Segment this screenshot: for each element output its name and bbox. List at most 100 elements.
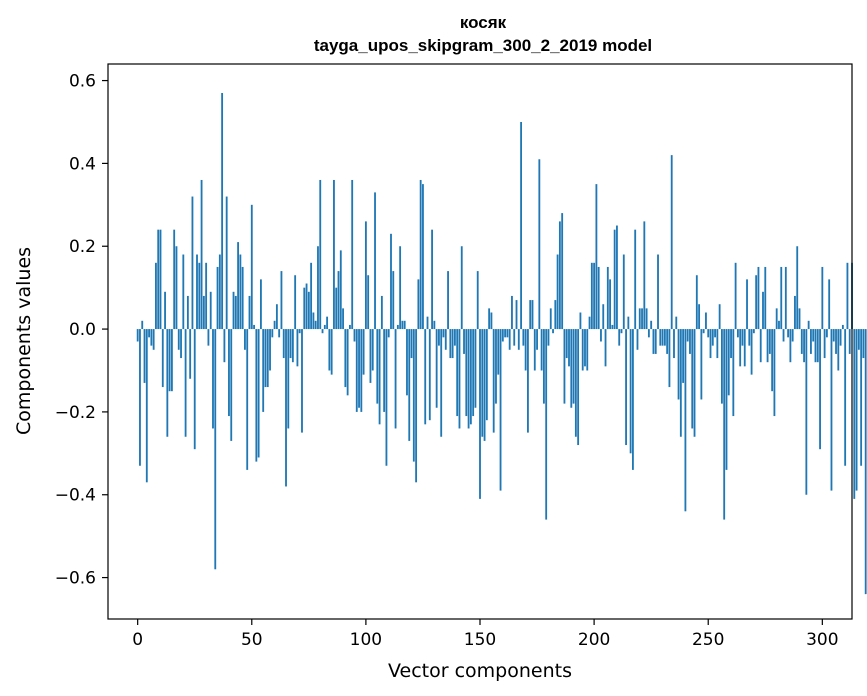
bar: [563, 329, 566, 404]
bar: [278, 329, 281, 338]
bar: [841, 324, 844, 330]
bar: [597, 266, 600, 330]
bar: [483, 329, 486, 441]
bar: [846, 262, 849, 330]
bar: [748, 329, 751, 346]
bar: [189, 329, 192, 379]
bar: [463, 329, 465, 354]
bar: [638, 308, 641, 330]
y-tick-label: −0.4: [55, 486, 96, 506]
bar: [501, 329, 504, 342]
bar: [677, 329, 680, 400]
bar: [403, 320, 406, 330]
bar: [205, 262, 208, 330]
bar: [645, 308, 648, 330]
bar: [778, 320, 780, 330]
bar: [291, 329, 294, 363]
bar: [803, 329, 805, 363]
bar: [707, 329, 710, 338]
bar: [490, 312, 493, 330]
bar: [387, 329, 390, 338]
bar: [515, 300, 518, 330]
bar: [212, 329, 214, 429]
bar: [684, 329, 687, 512]
bar: [358, 329, 360, 408]
bar: [337, 271, 340, 330]
bar: [319, 179, 322, 330]
bar: [159, 229, 162, 330]
bar: [702, 329, 705, 334]
bar: [321, 329, 324, 334]
bar: [444, 329, 447, 350]
bar: [230, 329, 233, 441]
bar: [246, 329, 249, 470]
bar: [150, 329, 153, 346]
bar: [200, 179, 203, 330]
bar: [844, 329, 847, 466]
bar: [307, 291, 310, 330]
bar: [184, 329, 187, 437]
bar: [771, 329, 774, 392]
bar: [782, 329, 785, 342]
bar: [675, 316, 678, 330]
bar: [759, 329, 762, 363]
bar: [700, 329, 703, 400]
bar: [538, 159, 541, 330]
bar: [796, 246, 799, 330]
bar: [196, 254, 198, 330]
bar: [310, 262, 313, 330]
bar: [232, 291, 235, 330]
bar: [412, 329, 415, 462]
bar: [750, 329, 753, 375]
bar: [732, 329, 735, 417]
x-axis-label: Vector components: [388, 660, 572, 682]
bar: [611, 324, 614, 330]
bar: [145, 329, 148, 483]
bar: [330, 329, 333, 375]
bar: [435, 329, 438, 408]
bar: [752, 329, 755, 334]
bar: [775, 308, 778, 330]
bar: [654, 329, 657, 354]
bar: [456, 329, 459, 417]
bar: [264, 329, 267, 388]
bar: [164, 291, 166, 330]
bar: [218, 254, 221, 330]
bar: [511, 295, 513, 330]
bar: [339, 250, 342, 330]
bar: [266, 329, 269, 388]
bar: [595, 184, 598, 330]
x-tick-label: 100: [350, 630, 382, 650]
bar: [168, 329, 171, 392]
bar: [705, 312, 707, 330]
bar: [342, 308, 344, 330]
bar: [636, 329, 639, 350]
bar: [148, 329, 150, 338]
bar: [415, 329, 418, 483]
bar: [296, 329, 299, 367]
bar: [303, 287, 306, 330]
bar: [736, 329, 739, 338]
bar: [800, 329, 803, 354]
x-tick-label: 250: [692, 630, 724, 650]
bar: [547, 329, 550, 346]
bar: [508, 329, 511, 350]
bar: [721, 329, 723, 404]
x-tick-label: 0: [132, 630, 143, 650]
bar: [485, 329, 488, 421]
bar: [652, 329, 655, 354]
bar: [143, 329, 146, 383]
bar: [730, 329, 732, 359]
bar: [757, 266, 760, 330]
bar: [686, 329, 689, 342]
bar: [374, 192, 376, 330]
bar: [604, 329, 607, 367]
bar: [663, 329, 666, 346]
bar: [335, 287, 338, 330]
bar: [476, 271, 479, 330]
bar: [709, 329, 712, 359]
bar: [830, 329, 833, 491]
bar: [419, 179, 422, 330]
bar: [469, 329, 472, 425]
bar: [807, 320, 810, 330]
